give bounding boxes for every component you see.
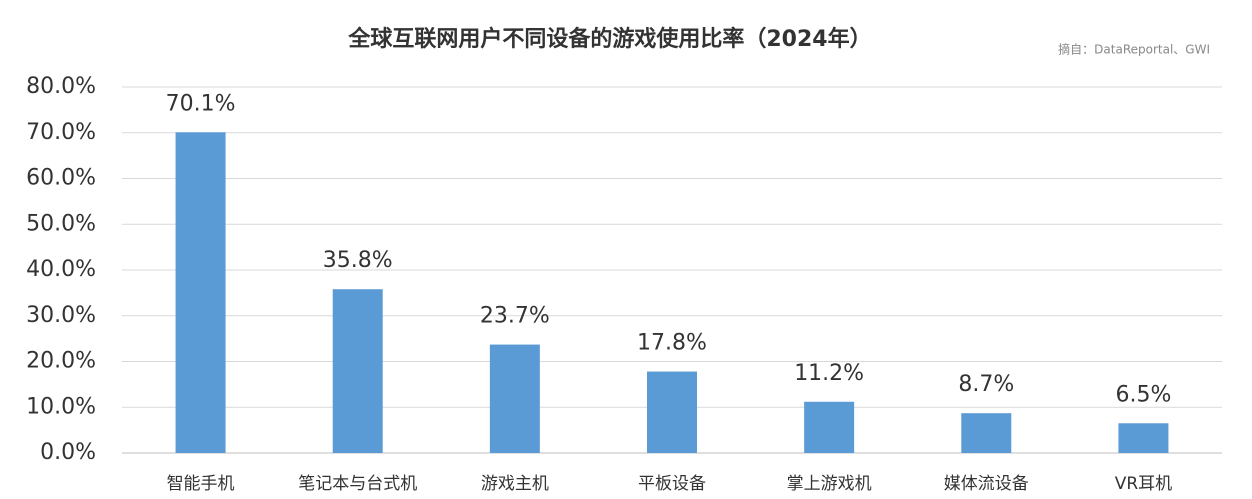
- value-label: 70.1%: [166, 91, 236, 116]
- bar: [804, 401, 855, 453]
- bar: [647, 371, 697, 453]
- y-tick-label: 0.0%: [40, 440, 96, 465]
- bar: [1118, 423, 1169, 453]
- y-tick-label: 50.0%: [26, 211, 96, 236]
- x-tick-label: 平板设备: [638, 474, 706, 494]
- x-tick-label: VR耳机: [1115, 474, 1172, 494]
- y-tick-label: 80.0%: [26, 74, 96, 99]
- value-label: 23.7%: [480, 304, 550, 329]
- value-label: 8.7%: [958, 372, 1014, 397]
- y-tick-label: 70.0%: [26, 120, 96, 145]
- x-tick-label: 媒体流设备: [944, 474, 1029, 494]
- bar: [489, 344, 540, 453]
- x-tick-label: 游戏主机: [481, 474, 549, 494]
- chart-title: 全球互联网用户不同设备的游戏使用比率（2024年）: [347, 26, 871, 52]
- value-label: 17.8%: [637, 331, 707, 356]
- y-tick-label: 60.0%: [26, 166, 96, 191]
- x-tick-label: 掌上游戏机: [787, 474, 872, 494]
- y-tick-label: 10.0%: [26, 394, 96, 419]
- y-tick-label: 20.0%: [26, 349, 96, 374]
- bar: [332, 289, 383, 453]
- bar: [961, 413, 1012, 453]
- x-tick-label: 笔记本与台式机: [298, 474, 417, 494]
- y-tick-label: 40.0%: [26, 257, 96, 282]
- value-label: 11.2%: [794, 361, 864, 386]
- y-tick-label: 30.0%: [26, 303, 96, 328]
- x-tick-label: 智能手机: [167, 474, 235, 494]
- value-label: 6.5%: [1115, 382, 1171, 407]
- source-note: 摘自：DataReportal、GWI: [1058, 42, 1210, 57]
- value-label: 35.8%: [323, 248, 393, 273]
- bar: [175, 132, 226, 454]
